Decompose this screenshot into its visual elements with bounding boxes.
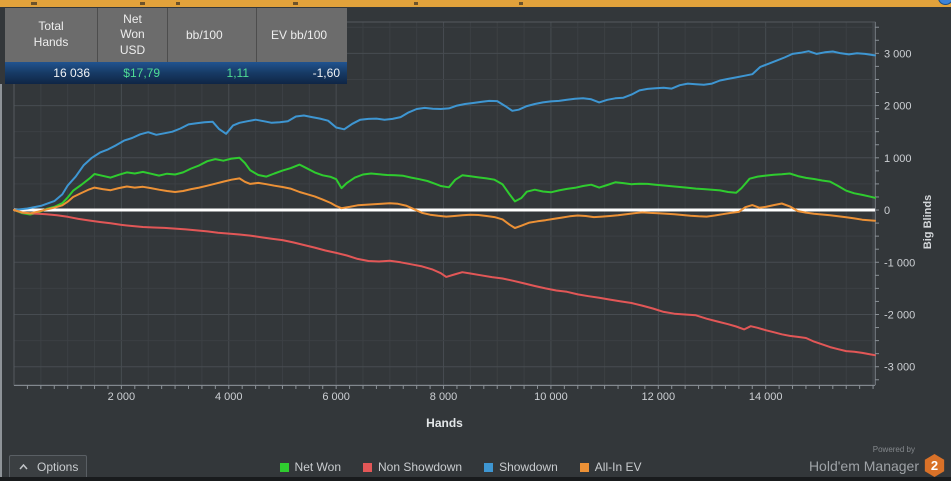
stats-value-row[interactable]: 16 036 $17,79 1,11 -1,60: [5, 62, 347, 84]
x-tick-label: 2 000: [108, 391, 136, 403]
stat-value-total-hands: 16 036: [53, 66, 90, 80]
series-net-won[interactable]: [13, 156, 876, 216]
x-tick-label: 10 000: [534, 391, 568, 403]
chart-legend: Net Won Non Showdown Showdown All-In EV: [0, 458, 921, 476]
stats-header-net-won-usd: Net Won USD: [97, 8, 167, 62]
window-title-bar: [0, 0, 951, 7]
stats-header-bb100: bb/100: [167, 8, 256, 62]
y-axis-title: Big Blinds: [922, 194, 934, 250]
x-tick-label: 12 000: [641, 391, 675, 403]
titlebar-clipped-text-mark: [31, 2, 37, 5]
series-all-in-ev[interactable]: [13, 177, 876, 229]
powered-by-label: Powered by: [872, 445, 915, 454]
showdown-swatch-icon: [484, 462, 494, 472]
titlebar-clipped-text-mark: [519, 2, 523, 5]
stat-value-ev-bb100: -1,60: [312, 66, 340, 80]
x-tick-label: 4 000: [215, 391, 243, 403]
stats-header-row: Total Hands Net Won USD bb/100 EV bb/100: [5, 8, 347, 62]
legend-item-non-showdown[interactable]: Non Showdown: [363, 460, 462, 474]
titlebar-clipped-text-mark: [140, 2, 145, 5]
window-bottom-edge: [0, 477, 951, 481]
stat-value-bb100: 1,11: [226, 66, 249, 80]
y-tick-label: 1 000: [884, 153, 912, 165]
stats-header-ev-bb100: EV bb/100: [256, 8, 347, 62]
y-tick-label: -2 000: [884, 309, 915, 321]
x-tick-label: 8 000: [430, 391, 458, 403]
hm2-badge-icon: 2: [924, 454, 945, 477]
titlebar-clipped-text-mark: [293, 2, 298, 5]
options-button[interactable]: Options: [9, 455, 87, 478]
stats-summary-table: Total Hands Net Won USD bb/100 EV bb/100…: [5, 8, 347, 84]
chevron-up-icon: [19, 463, 28, 469]
stat-value-net-won-usd: $17,79: [123, 66, 160, 80]
x-tick-label: 6 000: [322, 391, 350, 403]
legend-item-showdown[interactable]: Showdown: [484, 460, 558, 474]
stats-header-total-hands: Total Hands: [33, 19, 69, 49]
x-tick-label: 14 000: [749, 391, 783, 403]
holdem-manager-logo: Hold'em Manager 2: [809, 454, 945, 477]
y-tick-label: -3 000: [884, 362, 915, 374]
legend-item-net-won[interactable]: Net Won: [279, 460, 341, 474]
series-showdown[interactable]: [13, 50, 876, 211]
x-axis-title: Hands: [426, 416, 463, 430]
series-non-showdown[interactable]: [13, 209, 876, 357]
y-tick-label: -1 000: [884, 257, 915, 269]
titlebar-clipped-text-mark: [176, 2, 180, 5]
window-left-edge: [0, 84, 2, 477]
y-tick-label: 2 000: [884, 101, 912, 113]
y-tick-label: 0: [884, 205, 890, 217]
legend-item-all-in-ev[interactable]: All-In EV: [579, 460, 641, 474]
y-tick-label: 3 000: [884, 48, 912, 60]
non-showdown-swatch-icon: [363, 462, 372, 472]
all-in-ev-swatch-icon: [579, 462, 589, 472]
titlebar-clipped-text-mark: [414, 2, 418, 5]
net-won-swatch-icon: [279, 462, 289, 472]
